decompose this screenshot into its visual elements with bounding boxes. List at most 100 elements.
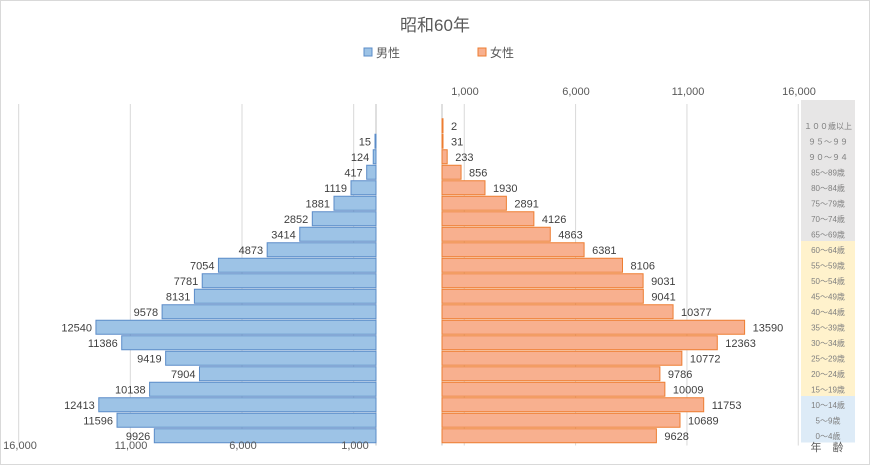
male-bar (350, 180, 377, 196)
female-data-label: 10772 (690, 353, 721, 365)
male-tick: 16,000 (3, 440, 37, 452)
male-data-label: 10138 (115, 384, 146, 396)
age-axis-title: 年 齢 (811, 440, 844, 454)
male-bar (149, 381, 377, 397)
male-bar (374, 133, 377, 149)
female-data-label: 2 (451, 121, 457, 133)
female-bar (441, 226, 551, 242)
male-data-label: 3414 (271, 229, 295, 241)
age-label: 0～4歳 (816, 431, 841, 441)
age-label: 20～24歳 (811, 369, 845, 379)
male-bar (153, 428, 377, 444)
male-data-label: 4873 (239, 245, 263, 257)
male-bar (95, 319, 377, 335)
age-label: 50～54歳 (811, 276, 845, 286)
male-data-label: 8131 (166, 291, 190, 303)
male-data-label: 11596 (83, 415, 113, 427)
age-label: 35～39歳 (811, 322, 845, 332)
female-data-label: 4863 (558, 229, 582, 241)
male-data-label: 1881 (306, 198, 330, 210)
male-bar (372, 149, 377, 165)
female-tick: 1,000 (451, 86, 479, 98)
female-bar (441, 304, 674, 320)
female-data-label: 10689 (688, 415, 719, 427)
male-data-label: 12540 (61, 322, 92, 334)
male-data-label: 12413 (64, 400, 95, 412)
female-bar (441, 412, 681, 428)
age-label: 70～74歳 (811, 214, 845, 224)
male-tick: 6,000 (229, 440, 257, 452)
female-bar (441, 288, 644, 304)
age-label: １００歳以上 (804, 121, 852, 131)
female-bar (441, 257, 623, 273)
age-label: 10～14歳 (811, 400, 845, 410)
legend-male-label: 男性 (376, 46, 400, 60)
male-data-label: 417 (344, 167, 362, 179)
male-bar (299, 226, 377, 242)
age-label: 75～79歳 (811, 198, 845, 208)
female-data-label: 6381 (592, 245, 616, 257)
legend: 男性 女性 (363, 45, 514, 60)
legend-female-label: 女性 (490, 45, 514, 60)
age-label: 65～69歳 (811, 229, 845, 239)
age-band (801, 396, 855, 443)
age-label: 15～19歳 (811, 384, 845, 394)
female-bar (441, 195, 507, 211)
female-data-label: 10377 (681, 307, 712, 319)
female-bar (441, 428, 657, 444)
male-bar (116, 412, 377, 428)
female-data-label: 11753 (712, 400, 742, 412)
female-bar (441, 397, 705, 413)
age-label: 40～44歳 (811, 307, 845, 317)
male-data-label: 124 (351, 152, 369, 164)
male-tick: 1,000 (341, 440, 369, 452)
female-bar (441, 118, 444, 134)
female-bar (441, 273, 644, 289)
bars (95, 118, 746, 444)
female-data-label: 233 (455, 152, 473, 164)
female-bar (441, 180, 486, 196)
female-bar (441, 319, 746, 335)
male-bar (121, 335, 377, 351)
age-label: 30～34歳 (811, 338, 845, 348)
female-data-label: 4126 (542, 214, 566, 226)
female-data-label: 9786 (668, 369, 692, 381)
female-data-label: 10009 (673, 384, 704, 396)
female-bar (441, 335, 718, 351)
female-data-label: 31 (451, 136, 463, 148)
male-bar (366, 164, 377, 180)
male-data-label: 7904 (171, 369, 195, 381)
male-bar (201, 273, 377, 289)
chart-title: 昭和60年 (400, 16, 470, 35)
male-bar (193, 288, 377, 304)
male-bar (198, 366, 377, 382)
female-data-label: 9628 (664, 431, 688, 443)
male-bar (266, 242, 377, 258)
female-data-label: 8106 (630, 260, 654, 272)
male-data-label: 7781 (174, 276, 198, 288)
male-data-label: 9926 (126, 431, 150, 443)
age-label: ９０～９４ (808, 153, 848, 162)
male-data-label: 15 (359, 136, 371, 148)
female-bar (441, 366, 661, 382)
female-bar (441, 133, 444, 149)
age-label: ９５～９９ (808, 137, 848, 146)
male-bar (165, 350, 377, 366)
female-tick: 16,000 (782, 86, 816, 98)
legend-male-swatch (363, 47, 373, 57)
age-label: 5～9歳 (816, 415, 841, 425)
female-data-label: 9031 (651, 276, 675, 288)
male-data-label: 7054 (190, 260, 214, 272)
age-bands (801, 100, 855, 443)
labels: １００歳以上 2 ９５～９９ 15 31 ９０～９４ 124 233 85～89歳 417 856 8… (61, 121, 852, 443)
male-data-label: 1119 (324, 183, 347, 195)
legend-female-swatch (477, 47, 487, 57)
age-band (801, 100, 855, 241)
female-bar (441, 350, 683, 366)
female-data-label: 9041 (651, 291, 675, 303)
female-data-label: 2891 (514, 198, 538, 210)
female-data-label: 12363 (725, 338, 756, 350)
age-label: 80～84歳 (811, 183, 845, 193)
female-bar (441, 164, 462, 180)
